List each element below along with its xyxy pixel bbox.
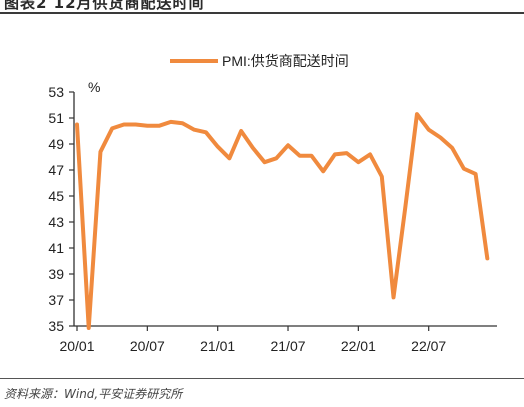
y-tick-label: 51: [48, 110, 64, 126]
x-tick-label: 21/07: [270, 338, 305, 354]
x-axis-ticks: 20/01 20/07 21/01 21/07 22/01 22/07: [59, 326, 446, 354]
source-note: 资料来源：Wind,平安证券研究所: [4, 387, 183, 401]
y-tick-label: 49: [48, 136, 64, 152]
legend: PMI:供货商配送时间: [170, 53, 349, 69]
y-tick-label: 45: [48, 188, 64, 204]
line-chart: PMI:供货商配送时间 % 35 37 39 41 43 45 47 49 51 53 20/01…: [48, 53, 497, 354]
legend-label: PMI:供货商配送时间: [222, 53, 349, 69]
y-tick-label: 43: [48, 214, 64, 230]
x-tick-label: 20/07: [130, 338, 165, 354]
axes: [73, 92, 497, 327]
y-tick-label: 39: [48, 266, 64, 282]
footer-rule: [0, 378, 524, 379]
x-tick-label: 22/01: [341, 338, 376, 354]
y-tick-label: 47: [48, 162, 64, 178]
series-line: [75, 112, 490, 330]
y-tick-label: 53: [48, 84, 64, 100]
header-rule: [0, 12, 524, 14]
x-tick-label: 22/07: [411, 338, 446, 354]
y-axis-ticks: 35 37 39 41 43 45 47 49 51 53: [48, 84, 74, 334]
figure-title: 图表2 12月供货商配送时间: [4, 0, 205, 12]
y-tick-label: 35: [48, 318, 64, 334]
chart-container: PMI:供货商配送时间 % 35 37 39 41 43 45 47 49 51 53 20/01…: [0, 14, 524, 374]
y-tick-label: 41: [48, 240, 64, 256]
x-tick-label: 20/01: [59, 338, 94, 354]
x-tick-label: 21/01: [200, 338, 235, 354]
figure-header: 图表2 12月供货商配送时间: [0, 0, 524, 14]
y-tick-label: 37: [48, 292, 64, 308]
y-unit-label: %: [88, 79, 100, 95]
